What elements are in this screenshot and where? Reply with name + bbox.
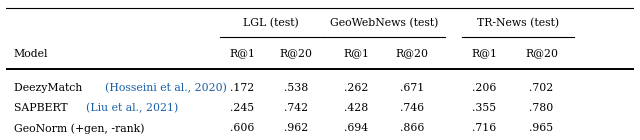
Text: R@20: R@20 xyxy=(280,49,313,59)
Text: LGL (test): LGL (test) xyxy=(243,18,299,29)
Text: R@20: R@20 xyxy=(525,49,558,59)
Text: TR-News (test): TR-News (test) xyxy=(477,18,559,29)
Text: .671: .671 xyxy=(400,83,424,93)
Text: .262: .262 xyxy=(344,83,369,93)
Text: .206: .206 xyxy=(472,83,497,93)
Text: SAPBERT: SAPBERT xyxy=(14,103,71,113)
Text: R@1: R@1 xyxy=(344,49,369,59)
Text: .355: .355 xyxy=(472,103,497,113)
Text: .428: .428 xyxy=(344,103,369,113)
Text: GeoWebNews (test): GeoWebNews (test) xyxy=(330,18,438,29)
Text: .716: .716 xyxy=(472,123,497,133)
Text: R@20: R@20 xyxy=(396,49,429,59)
Text: .742: .742 xyxy=(284,103,308,113)
Text: (Hosseini et al., 2020): (Hosseini et al., 2020) xyxy=(105,83,227,93)
Text: .172: .172 xyxy=(230,83,254,93)
Text: DeezyMatch: DeezyMatch xyxy=(14,83,86,93)
Text: .962: .962 xyxy=(284,123,308,133)
Text: .245: .245 xyxy=(230,103,254,113)
Text: .780: .780 xyxy=(529,103,554,113)
Text: .538: .538 xyxy=(284,83,308,93)
Text: .694: .694 xyxy=(344,123,369,133)
Text: R@1: R@1 xyxy=(471,49,497,59)
Text: .866: .866 xyxy=(400,123,424,133)
Text: .746: .746 xyxy=(400,103,424,113)
Text: R@1: R@1 xyxy=(229,49,255,59)
Text: (Liu et al., 2021): (Liu et al., 2021) xyxy=(86,103,179,114)
Text: Model: Model xyxy=(14,49,49,59)
Text: .965: .965 xyxy=(529,123,554,133)
Text: .702: .702 xyxy=(529,83,554,93)
Text: GeoNorm (+gen, -rank): GeoNorm (+gen, -rank) xyxy=(14,123,145,134)
Text: .606: .606 xyxy=(230,123,255,133)
